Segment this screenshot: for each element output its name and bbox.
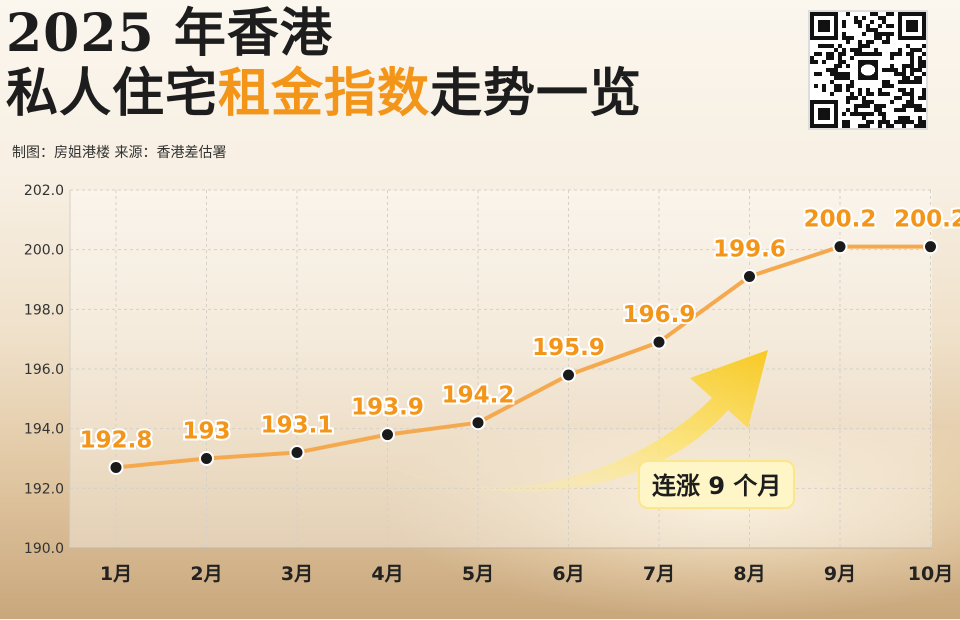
data-point bbox=[742, 269, 757, 285]
data-label: 193 bbox=[182, 419, 230, 445]
wechat-icon bbox=[860, 64, 876, 76]
x-tick-label: 2月 bbox=[190, 563, 222, 585]
data-point bbox=[923, 239, 938, 255]
data-point bbox=[108, 459, 124, 475]
x-tick-label: 3月 bbox=[281, 563, 313, 585]
data-label: 199.6 bbox=[713, 237, 786, 263]
page-title: 2025 年香港 私人住宅租金指数走势一览 bbox=[6, 4, 642, 124]
series-line bbox=[114, 244, 933, 470]
y-tick-label: 194.0 bbox=[24, 422, 64, 438]
title-suffix: 走势一览 bbox=[430, 63, 643, 124]
title-highlight: 租金指数 bbox=[218, 63, 431, 124]
y-tick-label: 200.0 bbox=[24, 243, 64, 259]
x-tick-label: 4月 bbox=[371, 563, 403, 585]
title-line-1: 2025 年香港 bbox=[6, 3, 333, 64]
data-label: 192.8 bbox=[80, 427, 153, 453]
x-tick-label: 10月 bbox=[908, 563, 953, 585]
title-prefix: 私人住宅 bbox=[6, 63, 219, 124]
data-label: 193.1 bbox=[261, 413, 334, 439]
x-tick-label: 9月 bbox=[824, 563, 856, 585]
data-label: 200.2 bbox=[894, 207, 960, 233]
trend-arrow-icon bbox=[380, 350, 768, 492]
qr-code-icon bbox=[808, 10, 928, 130]
y-tick-label: 202.0 bbox=[24, 183, 64, 199]
title-line-2: 私人住宅租金指数走势一览 bbox=[6, 64, 642, 124]
y-tick-label: 190.0 bbox=[24, 541, 64, 557]
data-label: 195.9 bbox=[532, 335, 605, 361]
data-label: 196.9 bbox=[623, 302, 696, 328]
x-tick-label: 7月 bbox=[643, 563, 675, 585]
data-point bbox=[470, 415, 486, 431]
data-point bbox=[832, 239, 848, 255]
data-point bbox=[199, 451, 214, 466]
data-point bbox=[380, 427, 395, 443]
data-label: 194.2 bbox=[442, 383, 515, 409]
y-tick-label: 198.0 bbox=[24, 302, 64, 318]
trend-annotation: 连涨 9 个月 bbox=[638, 460, 796, 509]
data-point bbox=[289, 445, 305, 461]
data-point bbox=[561, 367, 576, 383]
x-tick-label: 5月 bbox=[462, 563, 494, 585]
chart-credit: 制图：房姐港楼 来源：香港差估署 bbox=[12, 145, 227, 161]
y-tick-label: 196.0 bbox=[24, 362, 64, 378]
x-tick-label: 8月 bbox=[733, 563, 765, 585]
x-tick-label: 6月 bbox=[552, 563, 584, 585]
data-point bbox=[651, 334, 667, 350]
data-label: 193.9 bbox=[351, 395, 424, 421]
data-label: 200.2 bbox=[804, 207, 877, 233]
x-tick-label: 1月 bbox=[100, 563, 132, 585]
y-tick-label: 192.0 bbox=[24, 481, 64, 497]
